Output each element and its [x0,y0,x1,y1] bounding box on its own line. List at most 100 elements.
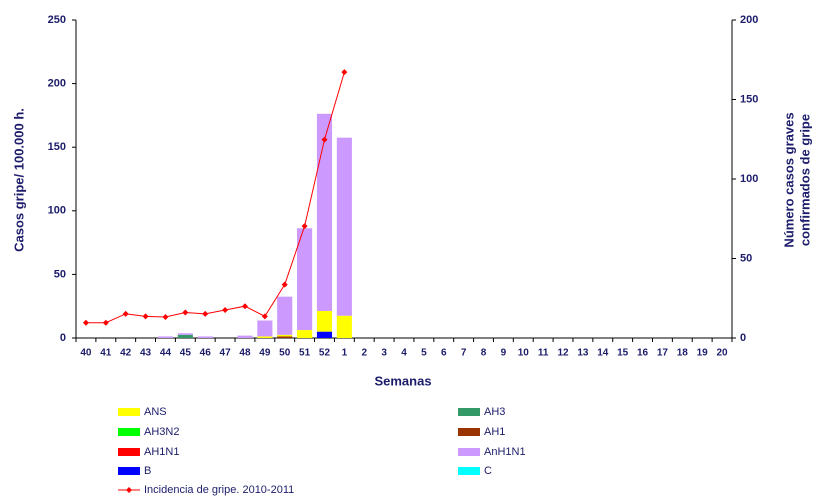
x-tick-label: 6 [441,348,447,359]
bar [336,137,352,316]
bar [297,330,313,338]
x-tick-label: 52 [319,348,331,359]
line-marker [102,319,109,326]
legend-label: AnH1N1 [484,446,526,458]
legend-label: ANS [144,406,167,418]
line-marker [321,136,328,143]
line-marker [142,313,149,320]
y-tick-label: 250 [48,14,66,26]
x-tick-label: 14 [597,348,609,359]
legend-swatch [458,428,480,436]
y2-tick-label: 0 [740,332,746,344]
bar [177,333,193,335]
x-tick-label: 17 [657,348,669,359]
bar [157,336,174,338]
legend-swatch [458,467,480,475]
x-axis-label: Semanas [374,373,431,388]
x-tick-label: 3 [381,348,387,359]
bar [316,310,333,332]
y-tick-label: 0 [60,332,66,344]
y-tick-label: 200 [48,78,66,90]
legend-swatch [458,408,480,416]
line-marker [281,281,288,288]
x-tick-label: 49 [259,348,271,359]
bar [237,335,253,338]
bar [297,228,313,331]
line-marker [261,313,268,320]
x-tick-label: 40 [80,348,92,359]
x-tick-label: 15 [617,348,629,359]
x-tick-label: 11 [538,348,549,359]
x-tick-label: 8 [481,348,487,359]
legend-swatch [118,428,140,436]
bar [316,113,333,311]
line-marker [301,223,308,230]
x-tick-label: 41 [100,348,112,359]
line-marker [122,310,129,317]
x-tick-label: 19 [697,348,709,359]
y-tick-label: 100 [48,205,66,217]
line-marker [202,310,209,317]
line-marker [162,314,169,321]
x-tick-label: 42 [120,348,132,359]
legend-label: B [144,465,151,477]
x-tick-label: 44 [160,348,172,359]
bar [197,336,213,338]
x-tick-label: 12 [557,348,569,359]
line-marker [241,303,248,310]
legend-swatch [118,408,140,416]
legend-label: C [484,465,492,477]
bar [336,315,352,338]
x-tick-label: 50 [279,348,291,359]
y-tick-label: 150 [48,141,66,153]
line-marker [82,319,89,326]
y2-tick-label: 50 [740,252,752,264]
x-tick-label: 47 [220,348,232,359]
x-tick-label: 2 [361,348,367,359]
line-marker [222,307,229,314]
line-marker [182,309,189,316]
x-tick-label: 4 [401,348,407,359]
x-tick-label: 9 [501,348,507,359]
legend-swatch [118,467,140,475]
x-tick-label: 10 [518,348,530,359]
y-tick-label: 50 [54,268,66,280]
x-tick-label: 18 [677,348,689,359]
bar [277,336,293,338]
y2-tick-label: 150 [740,93,758,105]
bar [277,296,293,335]
bar [177,334,193,338]
y2-axis-label: Número casos graves [781,112,796,247]
legend-label: AH1N1 [144,446,179,458]
y2-tick-label: 200 [740,14,758,26]
x-tick-label: 13 [577,348,589,359]
x-tick-label: 7 [461,348,467,359]
x-tick-label: 46 [200,348,212,359]
x-tick-label: 5 [421,348,427,359]
x-tick-label: 16 [637,348,649,359]
legend-swatch [458,448,480,456]
x-tick-label: 20 [716,348,728,359]
bar [277,334,293,337]
bar [316,331,333,338]
legend-label: AH1 [484,426,505,438]
legend-swatch [118,448,140,456]
bar [257,336,273,338]
y2-axis-label: confirmados de gripe [797,114,812,246]
x-tick-label: 1 [342,348,348,359]
x-tick-label: 51 [299,348,311,359]
bar [257,320,273,337]
x-tick-label: 45 [180,348,192,359]
y2-tick-label: 100 [740,173,758,185]
legend-marker [126,487,132,493]
legend-label: AH3N2 [144,426,179,438]
legend-label: AH3 [484,406,505,418]
legend-label: Incidencia de gripe. 2010-2011 [144,484,294,496]
x-tick-label: 43 [140,348,152,359]
line [85,72,345,324]
y-axis-label: Casos gripe/ 100.000 h. [11,108,26,252]
line-marker [341,69,348,76]
x-tick-label: 48 [239,348,251,359]
